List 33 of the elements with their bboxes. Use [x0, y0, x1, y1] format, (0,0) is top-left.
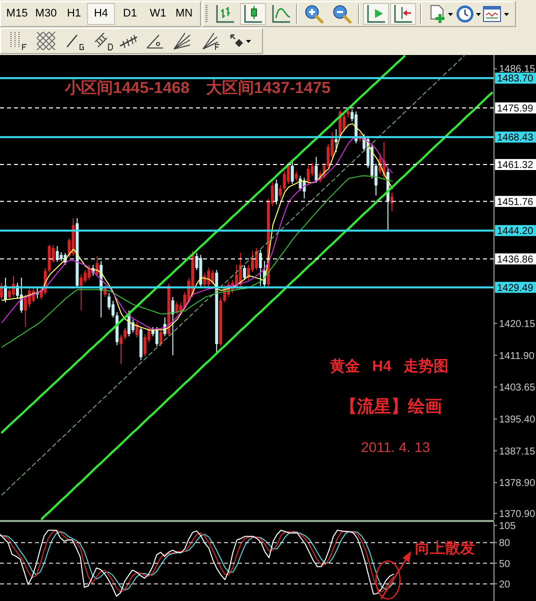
annotation: 黄金 H4 走势图 [330, 358, 449, 375]
y-tick-label: 1395.40 [499, 414, 536, 426]
annotation: 2011. 4. 13 [361, 439, 430, 455]
y-tick-label: 1411.90 [499, 350, 535, 362]
annotation: 向上散发 [415, 540, 475, 557]
y-tick-label: 1420.15 [499, 318, 536, 330]
y-tick-label: 80 [499, 538, 511, 550]
ref-line-label: 1444.20 [497, 226, 534, 238]
y-tick-label: 1378.90 [499, 478, 536, 490]
annotation: 【流星】绘画 [340, 397, 442, 416]
ref-line-label: 1436.86 [497, 254, 534, 266]
y-tick-label: 20 [499, 579, 511, 590]
y-tick-label: 1486.15 [499, 64, 536, 76]
ref-line-label: 1468.43 [497, 132, 534, 144]
text: H1 [66, 8, 82, 20]
text: MN [175, 8, 193, 20]
text: M30 [35, 8, 57, 20]
text: W1 [150, 8, 166, 20]
text: H4 [94, 8, 108, 20]
text: M15 [6, 8, 28, 20]
annotation: 小区间1445-1468 [65, 80, 190, 97]
ref-line-label: 1475.99 [497, 103, 534, 114]
annotation: 大区间1437-1475 [206, 80, 331, 97]
ref-line-label: 1483.70 [497, 74, 534, 85]
y-tick-label: 1387.15 [499, 446, 536, 458]
ref-line-label: 1451.76 [497, 196, 534, 208]
y-tick-label: 105 [499, 520, 516, 532]
text: D1 [122, 8, 138, 20]
y-tick-label: 1403.65 [499, 382, 536, 394]
y-tick-label: 50 [499, 558, 511, 570]
y-tick-label: 1370.90 [499, 508, 536, 520]
ref-line-label: 1461.32 [497, 160, 534, 172]
ref-line-label: 1429.49 [497, 282, 534, 294]
